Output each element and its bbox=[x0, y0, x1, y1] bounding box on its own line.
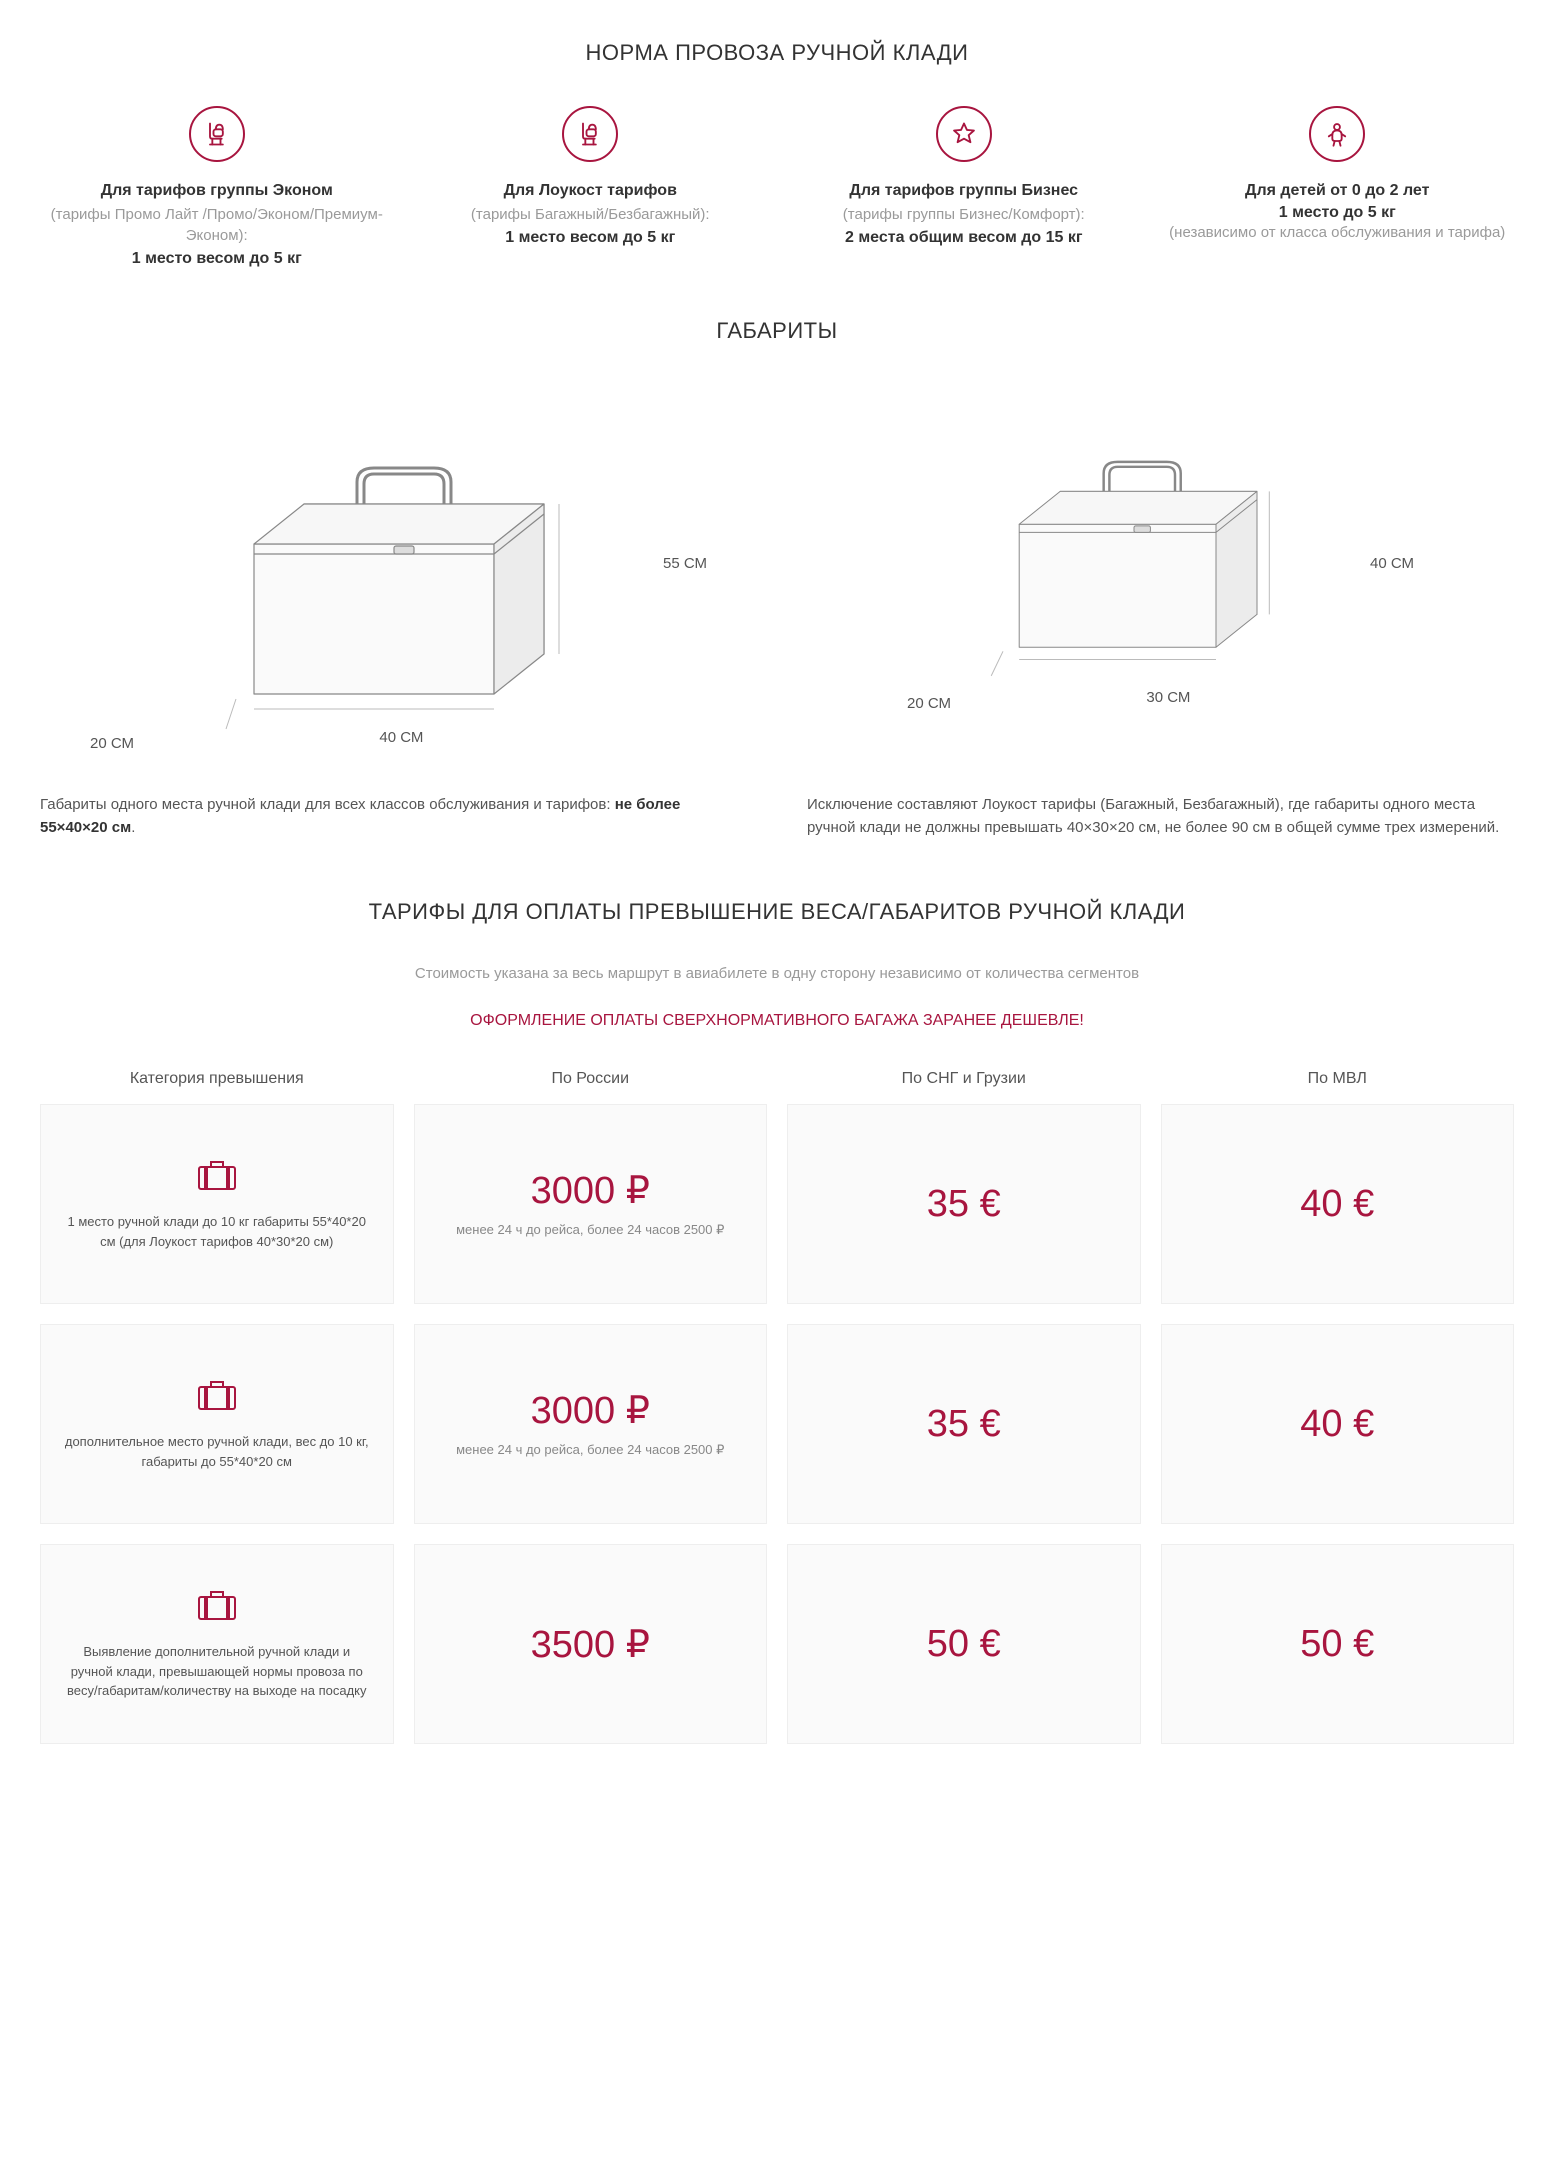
price-row: дополнительное место ручной клади, вес д… bbox=[40, 1324, 1514, 1524]
price-cell: 3000 ₽ менее 24 ч до рейса, более 24 часо… bbox=[414, 1104, 768, 1304]
luggage-icon bbox=[195, 1157, 239, 1198]
seat-icon bbox=[189, 106, 245, 162]
tariff-bold: 1 место до 5 кг bbox=[1161, 204, 1515, 222]
luggage-icon bbox=[195, 1587, 239, 1628]
dim-depth: 20 СМ bbox=[90, 735, 134, 752]
suitcase-diagram: 40 СМ 30 СМ 20 СМ bbox=[807, 384, 1514, 764]
category-cell: Выявление дополнительной ручной клади и … bbox=[40, 1544, 394, 1744]
price-header: Категория превышения bbox=[40, 1070, 394, 1088]
tariff-col: Для тарифов группы Эконом (тарифы Промо Л… bbox=[40, 106, 394, 268]
price-header: По МВЛ bbox=[1161, 1070, 1515, 1088]
price-headers: Категория превышения По России По СНГ и Гр… bbox=[40, 1070, 1514, 1088]
price-cell: 3000 ₽ менее 24 ч до рейса, более 24 часо… bbox=[414, 1324, 768, 1524]
price-value: 40 € bbox=[1300, 1183, 1374, 1226]
price-cell: 50 € bbox=[1161, 1544, 1515, 1744]
price-cell: 50 € bbox=[787, 1544, 1141, 1744]
price-row: 1 место ручной клади до 10 кг габариты 5… bbox=[40, 1104, 1514, 1304]
tariff-sub: (независимо от класса обслуживания и тар… bbox=[1161, 222, 1515, 243]
dim-width: 30 СМ bbox=[1146, 689, 1190, 706]
dimensions-text: Габариты одного места ручной клади для в… bbox=[40, 794, 747, 839]
dimensions-text: Исключение составляют Лоукост тарифы (Ба… bbox=[807, 794, 1514, 839]
tariff-col: Для тарифов группы Бизнес (тарифы группы … bbox=[787, 106, 1141, 268]
price-row: Выявление дополнительной ручной клади и … bbox=[40, 1544, 1514, 1744]
price-header: По СНГ и Грузии bbox=[787, 1070, 1141, 1088]
luggage-icon bbox=[195, 1377, 239, 1418]
star-icon bbox=[936, 106, 992, 162]
price-value: 3000 ₽ bbox=[531, 1168, 650, 1213]
category-text: Выявление дополнительной ручной клади и … bbox=[61, 1642, 373, 1701]
category-text: дополнительное место ручной клади, вес д… bbox=[61, 1432, 373, 1471]
price-value: 3000 ₽ bbox=[531, 1388, 650, 1433]
tariff-title: Для Лоукост тарифов bbox=[414, 182, 768, 200]
dim-height: 55 СМ bbox=[663, 555, 707, 572]
tariff-row: Для тарифов группы Эконом (тарифы Промо Л… bbox=[40, 106, 1514, 268]
price-note: менее 24 ч до рейса, более 24 часов 2500… bbox=[456, 1441, 724, 1459]
dimensions-text-row: Габариты одного места ручной клади для в… bbox=[40, 794, 1514, 839]
price-value: 3500 ₽ bbox=[531, 1622, 650, 1667]
price-cell: 3500 ₽ bbox=[414, 1544, 768, 1744]
category-cell: 1 место ручной клади до 10 кг габариты 5… bbox=[40, 1104, 394, 1304]
suitcase-diagram: 55 СМ 40 СМ 20 СМ bbox=[40, 384, 747, 764]
dim-depth: 20 СМ bbox=[907, 695, 951, 712]
tariff-bold: 2 места общим весом до 15 кг bbox=[787, 229, 1141, 247]
tariffs-title: ТАРИФЫ ДЛЯ ОПЛАТЫ ПРЕВЫШЕНИЕ ВЕСА/ГАБАРИ… bbox=[40, 899, 1514, 925]
dim-width: 40 СМ bbox=[379, 729, 423, 746]
category-cell: дополнительное место ручной клади, вес д… bbox=[40, 1324, 394, 1524]
tariff-title: Для тарифов группы Эконом bbox=[40, 182, 394, 200]
tariff-sub: (тарифы Промо Лайт /Промо/Эконом/Премиум… bbox=[40, 204, 394, 246]
tariff-sub: (тарифы группы Бизнес/Комфорт): bbox=[787, 204, 1141, 225]
tariffs-subtitle: Стоимость указана за весь маршрут в авиа… bbox=[40, 965, 1514, 982]
tariff-bold: 1 место весом до 5 кг bbox=[40, 250, 394, 268]
category-text: 1 место ручной клади до 10 кг габариты 5… bbox=[61, 1212, 373, 1251]
tariff-title: Для тарифов группы Бизнес bbox=[787, 182, 1141, 200]
dimensions-title: ГАБАРИТЫ bbox=[40, 318, 1514, 344]
dimensions-row: 55 СМ 40 СМ 20 СМ bbox=[40, 384, 1514, 764]
price-cell: 35 € bbox=[787, 1104, 1141, 1304]
tariff-sub: (тарифы Багажный/Безбагажный): bbox=[414, 204, 768, 225]
tariff-title: Для детей от 0 до 2 лет bbox=[1161, 182, 1515, 200]
tariff-col: Для детей от 0 до 2 лет 1 место до 5 кг(н… bbox=[1161, 106, 1515, 268]
price-value: 50 € bbox=[1300, 1623, 1374, 1666]
child-icon bbox=[1309, 106, 1365, 162]
price-header: По России bbox=[414, 1070, 768, 1088]
price-cell: 40 € bbox=[1161, 1324, 1515, 1524]
price-cell: 35 € bbox=[787, 1324, 1141, 1524]
price-value: 50 € bbox=[927, 1623, 1001, 1666]
price-cell: 40 € bbox=[1161, 1104, 1515, 1304]
price-body: 1 место ручной клади до 10 кг габариты 5… bbox=[40, 1104, 1514, 1744]
dim-height: 40 СМ bbox=[1370, 555, 1414, 572]
tariffs-notice: ОФОРМЛЕНИЕ ОПЛАТЫ СВЕРХНОРМАТИВНОГО БАГА… bbox=[40, 1012, 1514, 1030]
price-value: 35 € bbox=[927, 1403, 1001, 1446]
tariff-bold: 1 место весом до 5 кг bbox=[414, 229, 768, 247]
price-value: 40 € bbox=[1300, 1403, 1374, 1446]
tariff-col: Для Лоукост тарифов (тарифы Багажный/Безб… bbox=[414, 106, 768, 268]
seat-icon bbox=[562, 106, 618, 162]
price-note: менее 24 ч до рейса, более 24 часов 2500… bbox=[456, 1221, 724, 1239]
hand-luggage-title: НОРМА ПРОВОЗА РУЧНОЙ КЛАДИ bbox=[40, 40, 1514, 66]
price-value: 35 € bbox=[927, 1183, 1001, 1226]
